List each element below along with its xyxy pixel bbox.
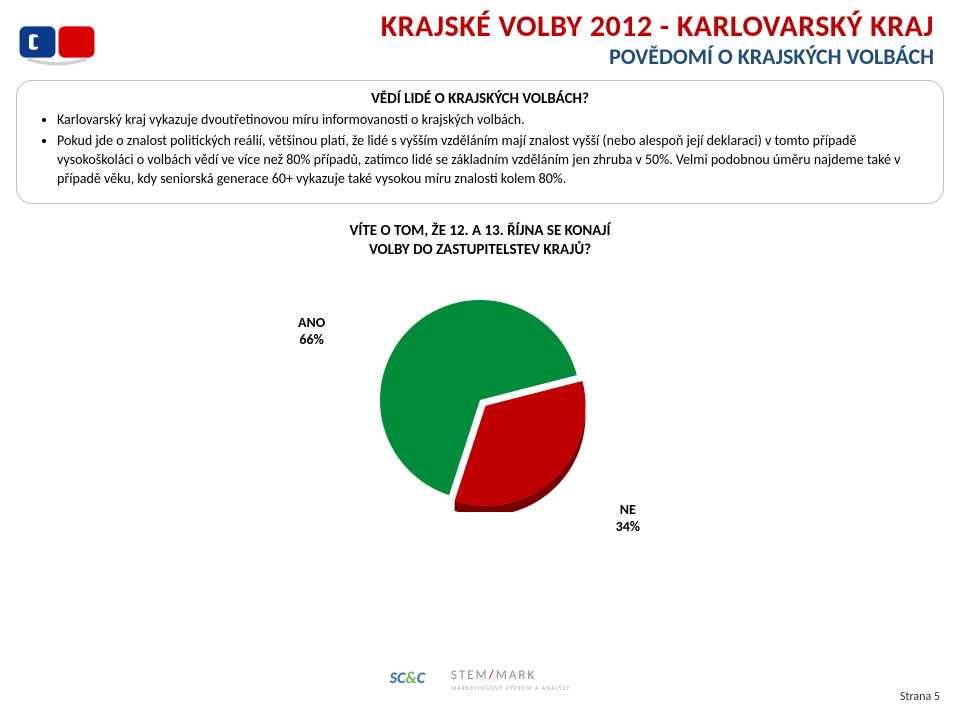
footer-logos: SC&C STEM/MARK MARKETINGOVÝ VÝZKUM A ANA…: [390, 665, 571, 692]
slice-label-ano: ANO66%: [298, 315, 325, 349]
page-subtitle: POVĚDOMÍ O KRAJSKÝCH VOLBÁCH: [20, 43, 940, 70]
info-panel: VĚDÍ LIDÉ O KRAJSKÝCH VOLBÁCH? Karlovars…: [16, 80, 944, 204]
chart-title-line2: VOLBY DO ZASTUPITELSTEV KRAJŮ?: [369, 241, 591, 259]
info-bullet-list: Karlovarský kraj vykazuje dvoutřetinovou…: [39, 111, 921, 189]
chart-title-line1: VÍTE O TOM, ŽE 12. A 13. ŘÍJNA SE KONAJÍ: [349, 222, 610, 240]
logo-stemmark: STEM/MARK MARKETINGOVÝ VÝZKUM A ANALÝZY: [451, 665, 570, 692]
slice-label-ne: NE34%: [616, 502, 640, 536]
logo-scc: SC&C: [390, 669, 425, 688]
page-number: Strana 5: [900, 690, 940, 704]
page-title: KRAJSKÉ VOLBY 2012 - KARLOVARSKÝ KRAJ: [20, 8, 940, 45]
broadcaster-logo: [18, 18, 96, 66]
pie-chart-region: VÍTE O TOM, ŽE 12. A 13. ŘÍJNA SE KONAJÍ…: [0, 222, 960, 554]
chart-title: VÍTE O TOM, ŽE 12. A 13. ŘÍJNA SE KONAJÍ…: [0, 222, 960, 260]
pie-chart: [370, 292, 590, 512]
info-bullet: Karlovarský kraj vykazuje dvoutřetinovou…: [57, 111, 921, 130]
info-heading: VĚDÍ LIDÉ O KRAJSKÝCH VOLBÁCH?: [39, 89, 921, 109]
info-bullet: Pokud jde o znalost politických reálií, …: [57, 132, 921, 189]
